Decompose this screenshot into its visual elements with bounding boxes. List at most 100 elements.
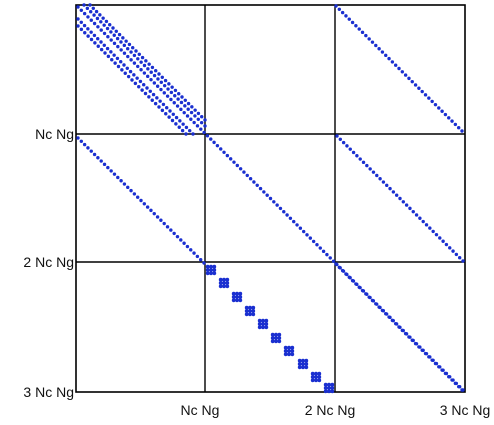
diagonal-dot — [215, 143, 220, 148]
band-dot — [430, 99, 434, 104]
band-dot — [99, 47, 104, 52]
band-dot — [152, 73, 157, 78]
dense-block-dot — [244, 312, 249, 317]
band-dot — [124, 39, 128, 43]
dense-block-dot — [238, 298, 243, 303]
dense-block-dot — [231, 295, 236, 299]
diagonal-dot — [228, 157, 233, 161]
band-dot — [414, 213, 419, 217]
dense-block-dot — [244, 305, 249, 310]
band-dot — [190, 105, 194, 109]
x-tick-label-1: Nc Ng — [181, 402, 220, 418]
dense-block-dot — [287, 349, 291, 353]
band-dot — [180, 95, 184, 99]
band-dot — [150, 65, 155, 70]
dense-block-dot — [270, 332, 275, 337]
band-dot — [450, 119, 454, 123]
band-dot — [453, 381, 458, 386]
dense-block-dot — [314, 378, 318, 383]
diagonal-dot — [328, 256, 332, 260]
band-dot — [334, 262, 338, 266]
diagonal-dot — [92, 21, 97, 26]
band-dot — [76, 136, 80, 140]
band-dot — [134, 49, 138, 53]
dense-block-dot — [264, 325, 269, 330]
band-dot — [367, 37, 371, 41]
diagonal-dot — [255, 183, 259, 187]
band-dot — [140, 55, 145, 60]
diagonal-dot — [146, 74, 150, 79]
band-dot — [403, 73, 408, 77]
dense-block-dot — [304, 358, 309, 363]
band-dot — [192, 251, 196, 255]
band-dot — [125, 46, 130, 51]
dense-block-dot — [330, 386, 335, 390]
diagonal-dot — [219, 147, 223, 151]
dense-block-dot — [287, 352, 291, 357]
band-dot — [126, 185, 130, 190]
band-dot — [390, 318, 395, 323]
band-dot — [411, 209, 415, 214]
dense-block-dot — [304, 362, 309, 366]
diagonal-dot — [185, 114, 190, 118]
band-dot — [354, 282, 358, 286]
diagonal-dot — [155, 84, 160, 88]
band-dot — [79, 20, 83, 24]
band-dot — [170, 118, 175, 123]
band-dot — [340, 10, 345, 15]
band-dot — [361, 160, 366, 165]
band-dot — [335, 134, 339, 138]
band-dot — [155, 96, 159, 100]
band-dot — [189, 110, 194, 115]
diagonal-dot — [116, 44, 120, 49]
band-dot — [176, 97, 180, 101]
band-dot — [146, 67, 150, 71]
diagonal-dot — [99, 28, 103, 32]
band-dot — [377, 305, 381, 309]
dense-block-dot — [257, 322, 262, 326]
band-dot — [149, 70, 153, 74]
band-dot — [143, 91, 148, 96]
band-dot — [130, 78, 134, 82]
dense-block-dot — [209, 271, 213, 276]
band-dot — [89, 37, 94, 42]
band-dot — [423, 351, 428, 356]
band-dot — [162, 221, 166, 226]
band-dot — [112, 172, 117, 176]
band-dot — [94, 9, 99, 14]
band-dot — [76, 17, 80, 21]
band-dot — [393, 63, 398, 67]
diagonal-dot — [179, 107, 183, 112]
band-dot — [437, 365, 441, 369]
dense-block-dot — [323, 389, 328, 394]
diagonal-dot — [205, 134, 210, 138]
dense-block-dot — [283, 352, 288, 357]
band-dot — [160, 108, 165, 113]
band-dot — [189, 248, 193, 252]
dense-block-dot — [248, 312, 252, 317]
band-dot — [99, 159, 103, 163]
band-dot — [129, 50, 133, 54]
band-dot — [364, 292, 368, 296]
band-dot — [177, 125, 181, 129]
band-dot — [394, 193, 399, 197]
diagonal-dot — [109, 38, 113, 42]
band-dot — [350, 278, 355, 283]
band-dot — [152, 211, 156, 216]
band-dot — [183, 104, 187, 108]
diagonal-dot — [258, 186, 263, 191]
band-dot — [447, 116, 451, 120]
band-dot — [337, 265, 342, 270]
dense-block-dot — [205, 268, 210, 272]
dense-block-dot — [304, 365, 309, 370]
band-dot — [128, 69, 133, 74]
band-dot — [420, 89, 424, 94]
band-dot — [417, 345, 421, 349]
diagonal-dot — [126, 54, 130, 59]
band-dot — [122, 63, 126, 67]
band-dot — [193, 114, 197, 118]
dense-block-dot — [274, 336, 278, 340]
band-dot — [96, 44, 100, 48]
band-dot — [79, 27, 84, 32]
band-dot — [428, 226, 432, 230]
